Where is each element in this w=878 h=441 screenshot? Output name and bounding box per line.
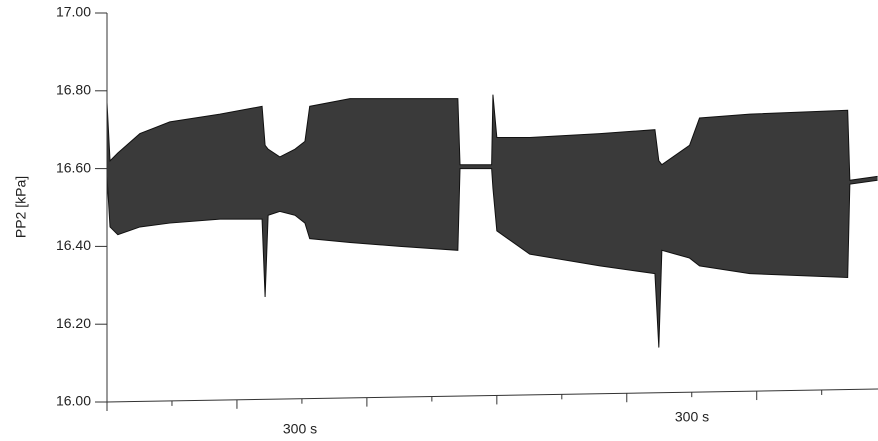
y-tick-label: 17.00 [56,4,91,20]
signal-band [107,94,878,348]
y-tick-label: 16.00 [56,393,91,409]
y-tick-label: 16.60 [56,159,91,175]
y-axis-label: PP2 [kPa] [13,176,29,238]
scale-annotation: 300 s [675,409,709,425]
y-tick-label: 16.40 [56,237,91,253]
envelope-line [106,94,878,181]
y-tick-label: 16.20 [56,315,91,331]
x-axis [106,388,878,403]
scale-annotation: 300 s [283,421,317,437]
y-tick-label: 16.80 [56,82,91,98]
envelope-line [106,168,878,348]
